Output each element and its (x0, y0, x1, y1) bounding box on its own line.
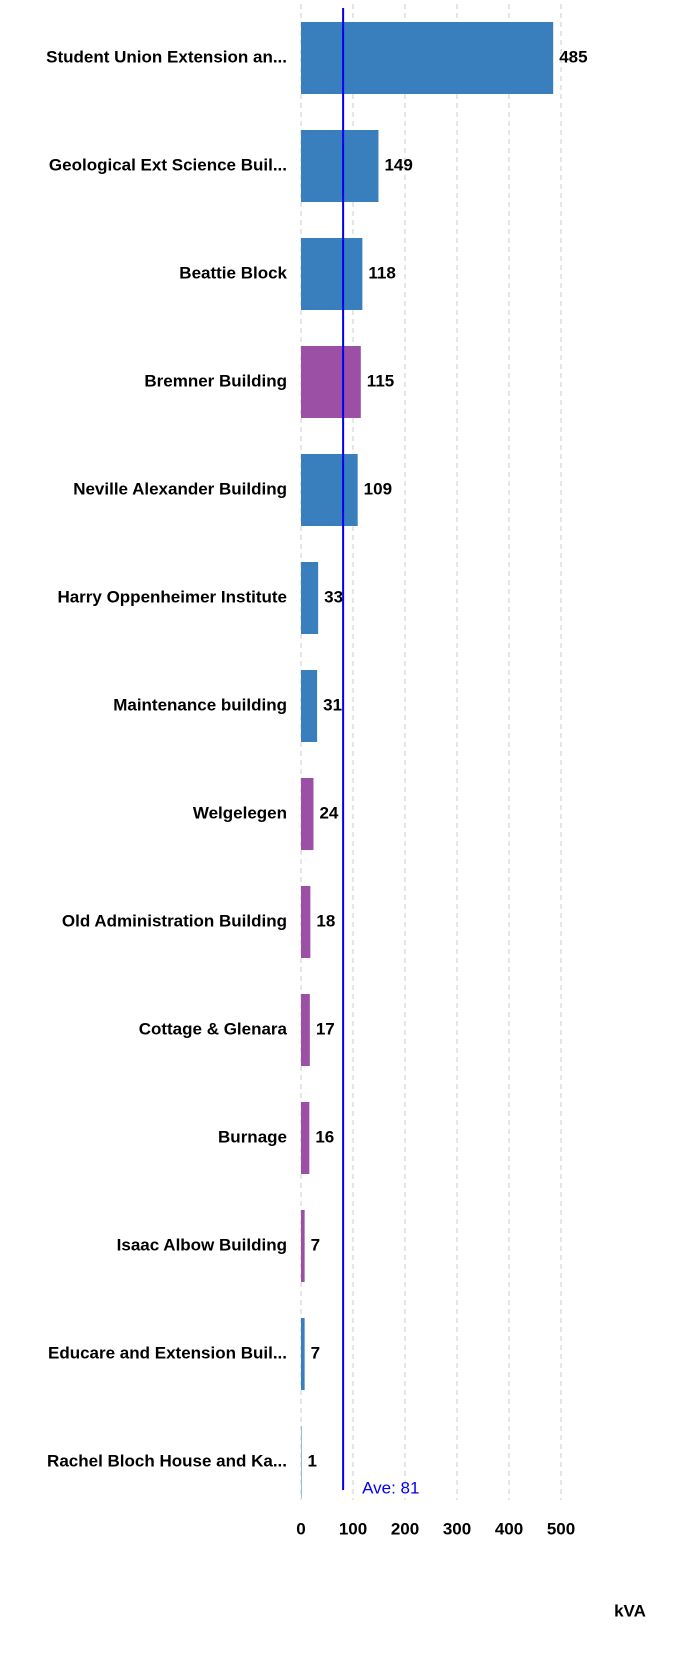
value-label: 115 (367, 371, 394, 390)
value-label: 31 (323, 695, 342, 714)
bar (301, 1318, 305, 1390)
bar (301, 346, 361, 418)
value-label: 118 (368, 263, 395, 282)
bar (301, 1102, 310, 1174)
y-tick-label: Cottage & Glenara (139, 1019, 288, 1038)
value-label: 149 (384, 155, 412, 174)
y-tick-label: Educare and Extension Buil... (48, 1343, 287, 1362)
bar (301, 1210, 305, 1282)
x-tick-label: 100 (339, 1519, 367, 1538)
average-label: Ave: 81 (362, 1478, 419, 1497)
x-tick-label: 0 (296, 1519, 305, 1538)
x-axis-label: kVA (614, 1601, 646, 1620)
y-tick-label: Neville Alexander Building (73, 479, 287, 498)
y-tick-label: Bremner Building (144, 371, 287, 390)
x-tick-label: 500 (547, 1519, 575, 1538)
y-tick-label: Student Union Extension an... (46, 47, 287, 66)
bar (301, 886, 311, 958)
y-tick-label: Isaac Albow Building (117, 1235, 287, 1254)
y-tick-label: Welgelegen (193, 803, 287, 822)
y-tick-label: Old Administration Building (62, 911, 287, 930)
value-label: 18 (316, 911, 335, 930)
bar (301, 130, 379, 202)
value-label: 33 (324, 587, 343, 606)
value-label: 24 (319, 803, 338, 822)
value-label: 7 (311, 1235, 320, 1254)
bar (301, 22, 554, 94)
bar (301, 994, 310, 1066)
value-label: 17 (316, 1019, 335, 1038)
bar (301, 238, 363, 310)
y-tick-label: Beattie Block (179, 263, 287, 282)
x-tick-label: 400 (495, 1519, 523, 1538)
value-label: 16 (315, 1127, 334, 1146)
value-label: 1 (308, 1451, 317, 1470)
value-label: 485 (559, 47, 587, 66)
bar (301, 670, 318, 742)
y-tick-label: Harry Oppenheimer Institute (57, 587, 287, 606)
x-tick-label: 300 (443, 1519, 471, 1538)
y-tick-label: Geological Ext Science Buil... (49, 155, 287, 174)
y-tick-label: Maintenance building (113, 695, 287, 714)
bar (301, 454, 358, 526)
x-tick-label: 200 (391, 1519, 419, 1538)
bar (301, 562, 319, 634)
bar (301, 778, 314, 850)
y-tick-label: Rachel Bloch House and Ka... (47, 1451, 287, 1470)
value-label: 7 (311, 1343, 320, 1362)
bar (301, 1426, 302, 1498)
y-tick-label: Burnage (218, 1127, 287, 1146)
value-label: 109 (364, 479, 392, 498)
